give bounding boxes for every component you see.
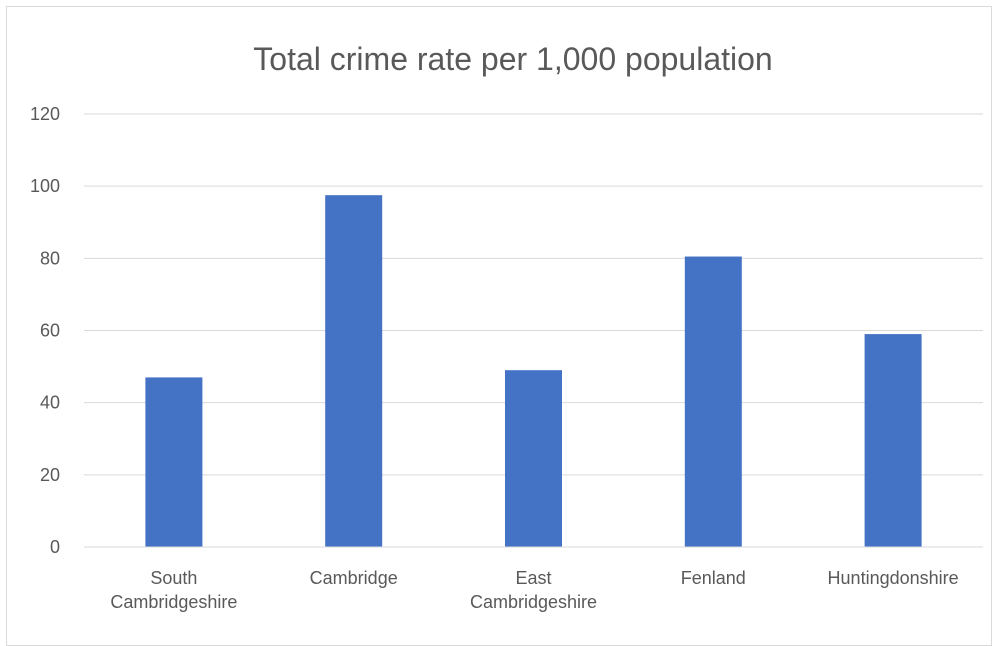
bar-chart: Total crime rate per 1,000 population 0 2… [30, 41, 983, 612]
x-category-label: East Cambridgeshire [470, 568, 597, 612]
bar-1 [325, 195, 383, 547]
x-category-label: Cambridge [310, 568, 398, 588]
x-category-label-line: Fenland [681, 568, 746, 588]
x-category-label-line: East [515, 568, 551, 588]
x-category-label-line: Cambridgeshire [470, 592, 597, 612]
x-category-label-line: Cambridgeshire [110, 592, 237, 612]
bar-2 [505, 370, 562, 547]
y-tick-label: 0 [50, 537, 60, 557]
y-tick-label: 20 [40, 465, 60, 485]
x-category-label: South Cambridgeshire [110, 568, 237, 612]
x-category-label: Huntingdonshire [828, 568, 959, 588]
bar-4 [864, 334, 922, 547]
y-tick-label: 100 [30, 176, 60, 196]
x-category-label: Fenland [681, 568, 746, 588]
x-axis-category-labels: South Cambridgeshire Cambridge East Cambridg… [110, 568, 958, 612]
x-category-label-line: South [150, 568, 197, 588]
y-axis-tick-labels: 0 20 40 60 80 100 120 [30, 104, 60, 557]
gridlines [84, 113, 983, 476]
bars [145, 195, 922, 547]
x-category-label-line: Huntingdonshire [828, 568, 959, 588]
bar-3 [684, 256, 742, 547]
chart-title: Total crime rate per 1,000 population [253, 41, 772, 77]
y-tick-label: 120 [30, 104, 60, 124]
y-tick-label: 60 [40, 321, 60, 341]
bar-0 [145, 377, 203, 547]
y-tick-label: 80 [40, 248, 60, 268]
x-category-label-line: Cambridge [310, 568, 398, 588]
y-tick-label: 40 [40, 393, 60, 413]
